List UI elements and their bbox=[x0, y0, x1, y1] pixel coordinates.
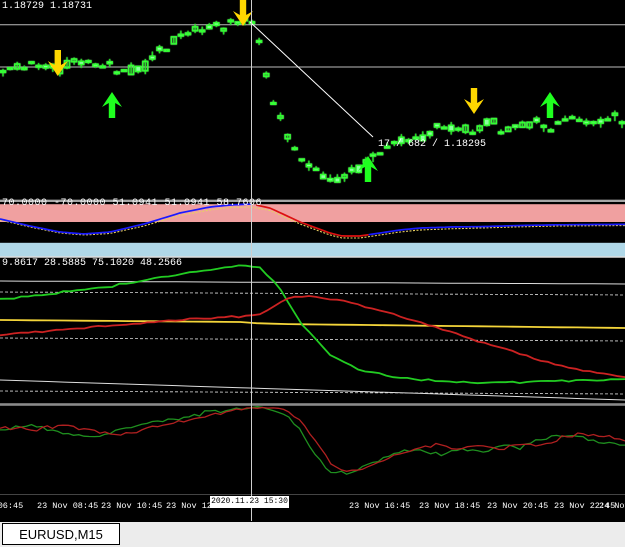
svg-text:23 Nov 08:45: 23 Nov 08:45 bbox=[37, 501, 98, 511]
svg-text:23 Nov 06:45: 23 Nov 06:45 bbox=[0, 501, 23, 511]
svg-text:23 Nov 16:45: 23 Nov 16:45 bbox=[349, 501, 410, 511]
svg-text:23 Nov 20:45: 23 Nov 20:45 bbox=[487, 501, 548, 511]
svg-text:24 Nov 00:45: 24 Nov 00:45 bbox=[599, 501, 625, 511]
svg-text:23 Nov 10:45: 23 Nov 10:45 bbox=[101, 501, 162, 511]
svg-text:23 Nov 18:45: 23 Nov 18:45 bbox=[419, 501, 480, 511]
